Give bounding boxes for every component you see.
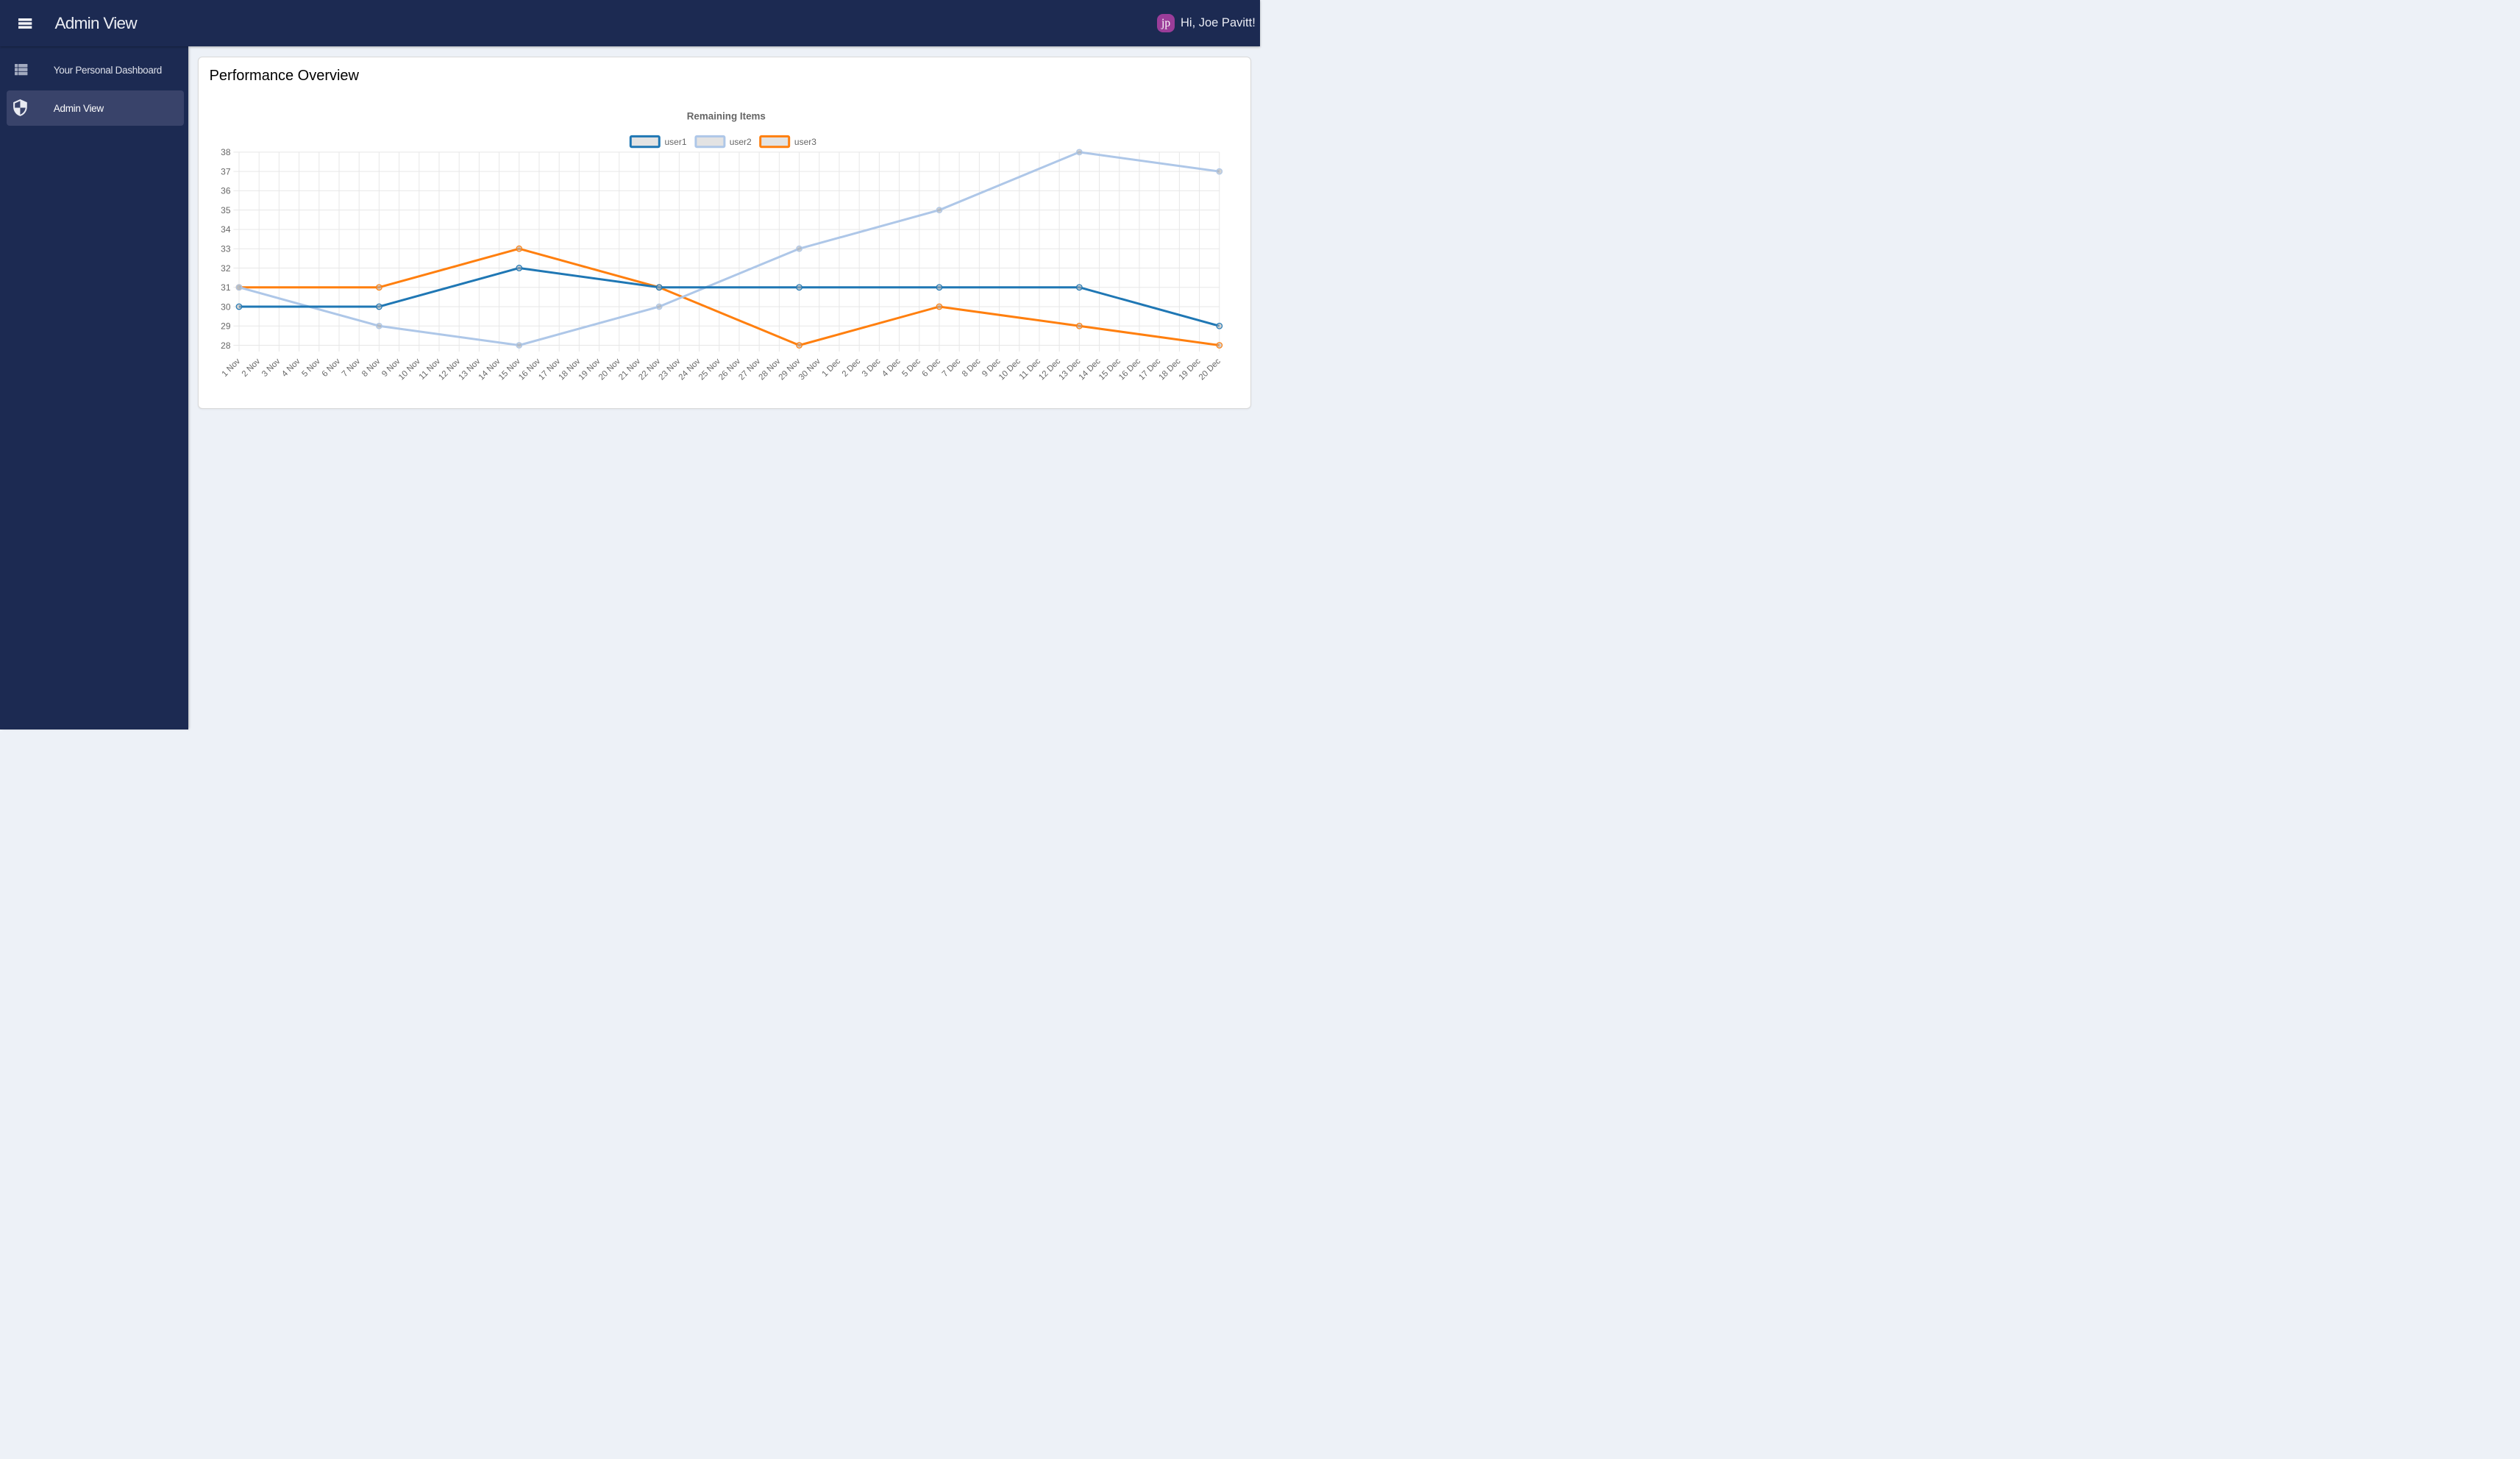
svg-text:2 Nov: 2 Nov	[241, 357, 263, 379]
svg-text:33: 33	[221, 244, 231, 254]
svg-text:13 Dec: 13 Dec	[1057, 357, 1082, 382]
svg-text:5 Dec: 5 Dec	[900, 357, 922, 379]
svg-text:38: 38	[221, 147, 231, 157]
svg-text:18 Dec: 18 Dec	[1157, 357, 1182, 382]
svg-text:6 Dec: 6 Dec	[921, 357, 943, 379]
svg-text:18 Nov: 18 Nov	[557, 357, 582, 382]
svg-text:4 Dec: 4 Dec	[880, 357, 903, 379]
svg-text:15 Dec: 15 Dec	[1097, 357, 1122, 382]
svg-text:31: 31	[221, 282, 231, 293]
svg-text:30 Nov: 30 Nov	[797, 357, 822, 382]
svg-text:24 Nov: 24 Nov	[677, 357, 702, 382]
svg-text:20 Nov: 20 Nov	[597, 357, 622, 382]
svg-text:17 Nov: 17 Nov	[537, 357, 562, 382]
svg-text:user2: user2	[730, 137, 752, 147]
svg-text:22 Nov: 22 Nov	[637, 357, 662, 382]
svg-text:1 Nov: 1 Nov	[221, 357, 243, 379]
svg-text:16 Nov: 16 Nov	[517, 357, 542, 382]
svg-text:12 Nov: 12 Nov	[437, 357, 462, 382]
svg-text:37: 37	[221, 166, 231, 176]
svg-text:15 Nov: 15 Nov	[497, 357, 522, 382]
svg-text:10 Dec: 10 Dec	[997, 357, 1022, 382]
svg-text:28 Nov: 28 Nov	[757, 357, 782, 382]
svg-text:user3: user3	[794, 137, 816, 147]
svg-text:34: 34	[221, 224, 231, 235]
svg-text:16 Dec: 16 Dec	[1117, 357, 1142, 382]
svg-text:8 Dec: 8 Dec	[961, 357, 983, 379]
svg-text:19 Nov: 19 Nov	[577, 357, 602, 382]
svg-text:user1: user1	[665, 137, 687, 147]
svg-text:8 Nov: 8 Nov	[360, 357, 382, 379]
svg-text:12 Dec: 12 Dec	[1037, 357, 1062, 382]
svg-text:30: 30	[221, 302, 231, 312]
svg-text:19 Dec: 19 Dec	[1178, 357, 1203, 382]
svg-text:32: 32	[221, 263, 231, 274]
svg-text:1 Dec: 1 Dec	[821, 357, 843, 379]
svg-text:3 Dec: 3 Dec	[861, 357, 883, 379]
svg-text:28: 28	[221, 340, 231, 351]
svg-text:27 Nov: 27 Nov	[737, 357, 762, 382]
svg-text:25 Nov: 25 Nov	[697, 357, 722, 382]
svg-text:13 Nov: 13 Nov	[458, 357, 483, 382]
svg-text:7 Nov: 7 Nov	[341, 357, 363, 379]
svg-text:14 Nov: 14 Nov	[477, 357, 502, 382]
svg-text:Remaining Items: Remaining Items	[687, 110, 766, 121]
svg-text:17 Dec: 17 Dec	[1137, 357, 1162, 382]
svg-text:3 Nov: 3 Nov	[260, 357, 282, 379]
svg-text:4 Nov: 4 Nov	[280, 357, 302, 379]
svg-text:29: 29	[221, 321, 231, 332]
svg-text:35: 35	[221, 205, 231, 215]
svg-text:26 Nov: 26 Nov	[717, 357, 742, 382]
svg-text:21 Nov: 21 Nov	[617, 357, 642, 382]
svg-text:7 Dec: 7 Dec	[941, 357, 963, 379]
svg-text:20 Dec: 20 Dec	[1197, 357, 1222, 382]
svg-text:2 Dec: 2 Dec	[841, 357, 863, 379]
svg-text:23 Nov: 23 Nov	[657, 357, 682, 382]
svg-text:36: 36	[221, 186, 231, 196]
svg-text:6 Nov: 6 Nov	[321, 357, 343, 379]
svg-text:5 Nov: 5 Nov	[300, 357, 322, 379]
svg-text:29 Nov: 29 Nov	[777, 357, 802, 382]
svg-text:14 Dec: 14 Dec	[1078, 357, 1103, 382]
svg-text:10 Nov: 10 Nov	[397, 357, 422, 382]
